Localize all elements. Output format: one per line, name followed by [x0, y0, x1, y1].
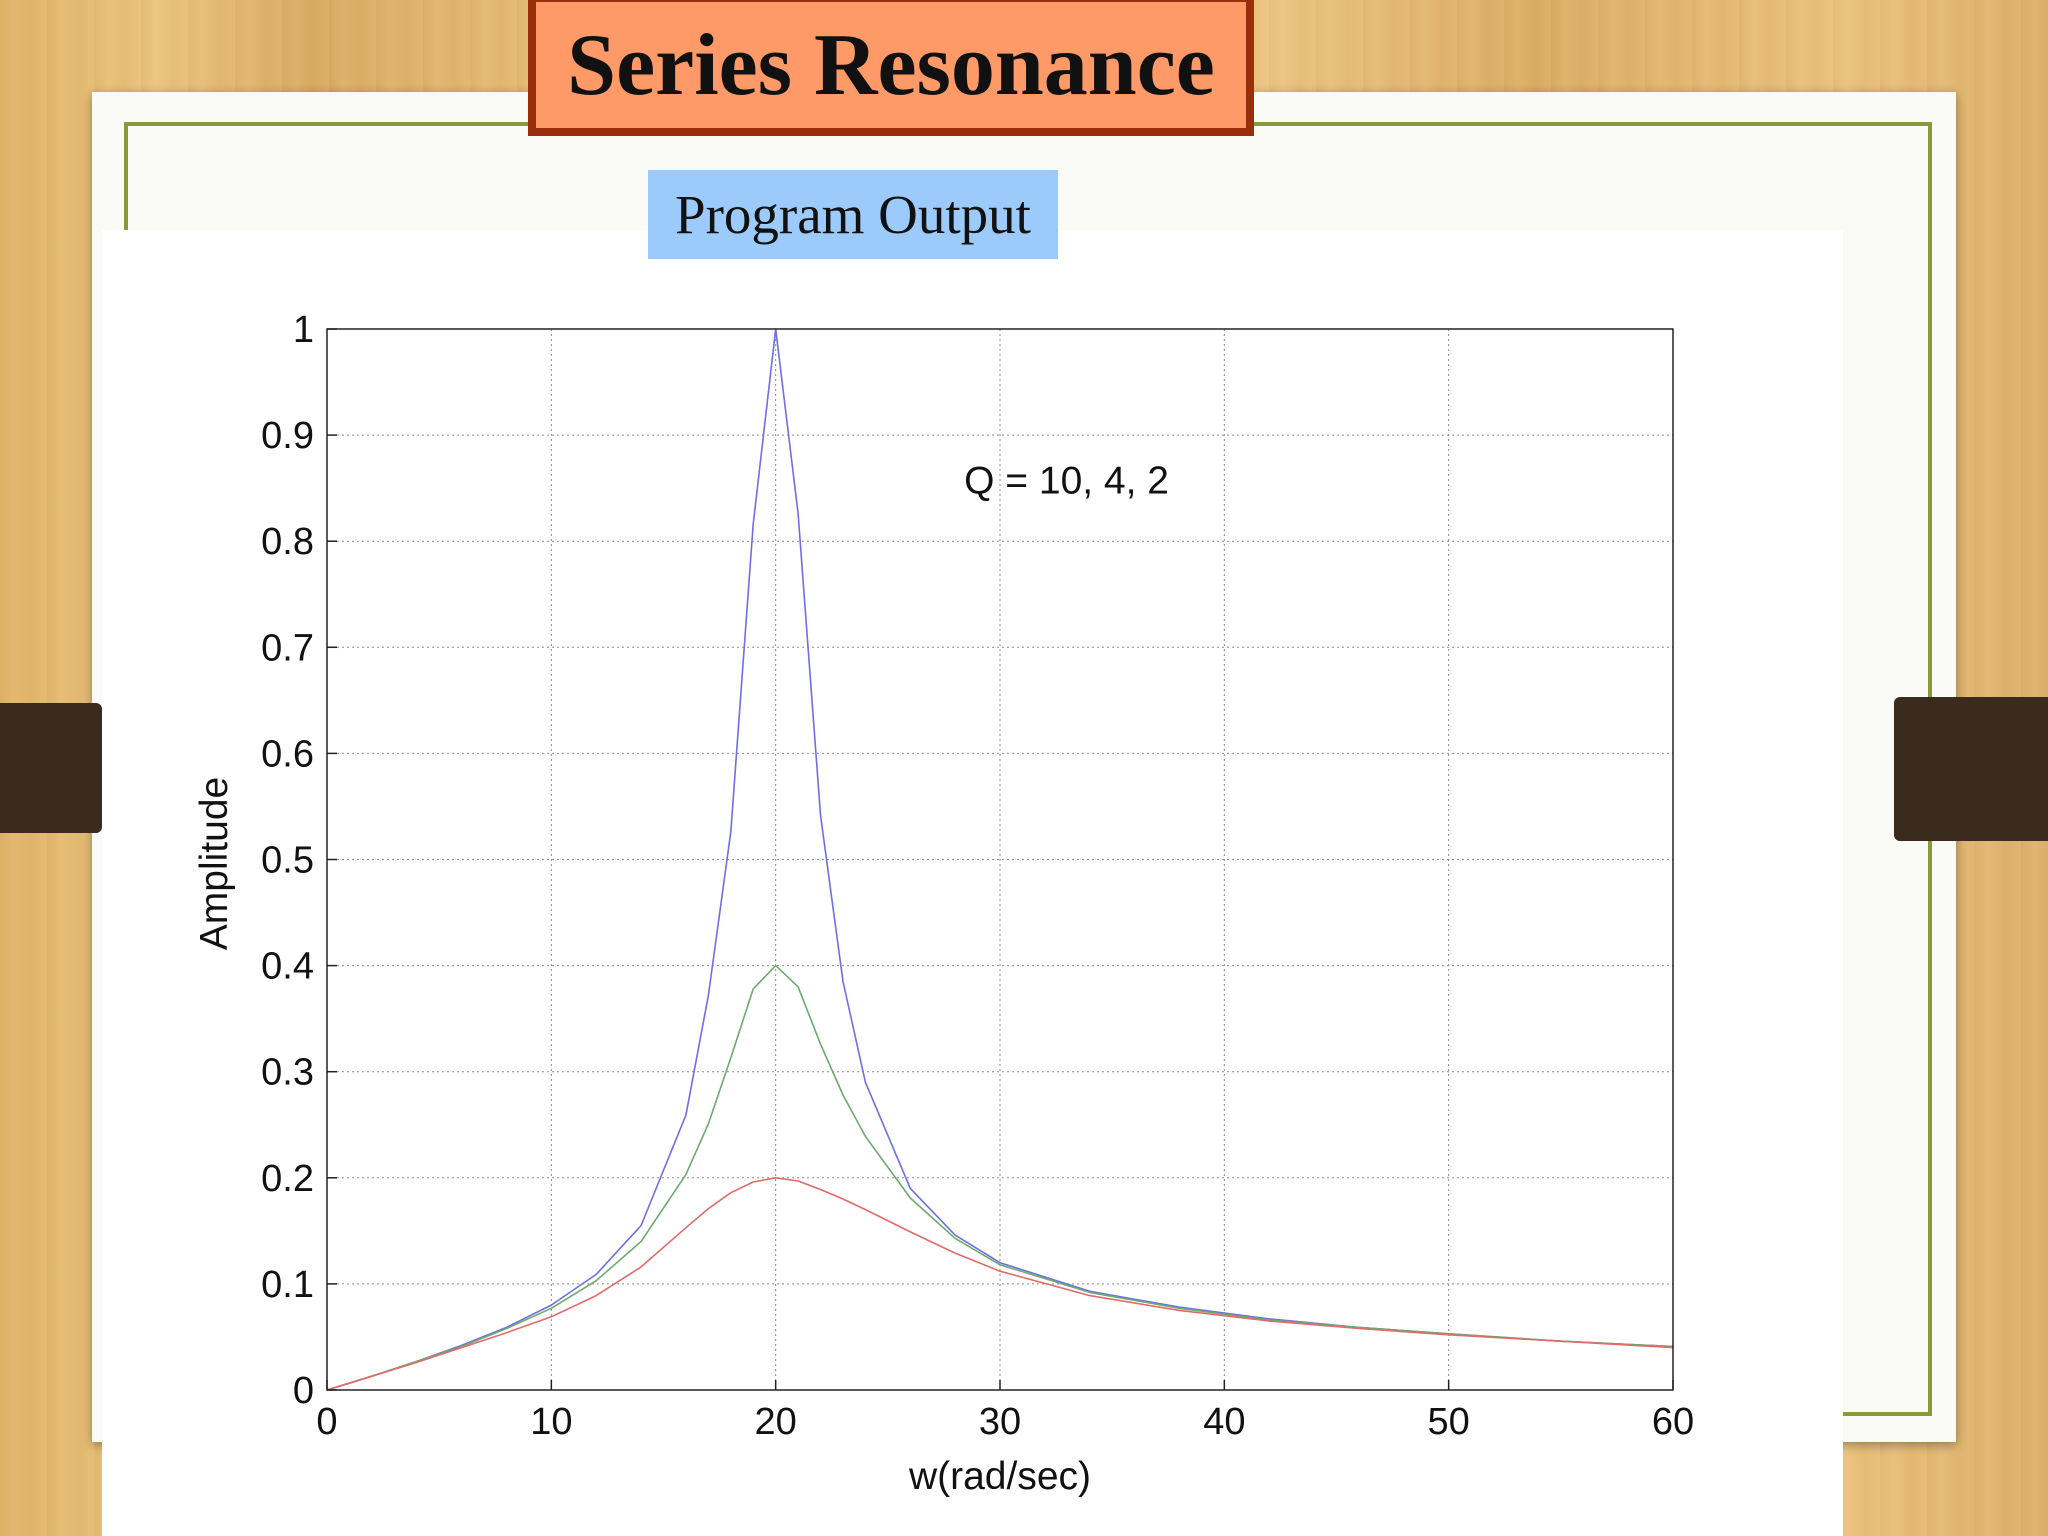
x-tick-label: 60 — [1652, 1401, 1694, 1443]
ticks: 0 10 20 30 40 50 60 0 0.1 0.2 0.3 0.4 0.5 0.6 0.7 0.8 0.… — [261, 309, 1694, 1443]
x-tick-label: 50 — [1428, 1401, 1470, 1443]
x-tick-label: 30 — [979, 1401, 1021, 1443]
title-box: Series Resonance — [528, 0, 1254, 136]
y-tick-label: 1 — [293, 309, 314, 351]
y-tick-label: 0.2 — [261, 1158, 314, 1200]
plot-panel — [102, 230, 1843, 1536]
slide-title: Series Resonance — [567, 16, 1215, 114]
slide-subtitle: Program Output — [675, 184, 1031, 245]
y-tick-label: 0.8 — [261, 521, 314, 563]
y-tick-label: 0.3 — [261, 1052, 314, 1094]
x-axis-label: w(rad/sec) — [908, 1455, 1091, 1498]
y-tick-label: 0.9 — [261, 415, 314, 457]
series-line-1 — [326, 328, 1674, 1391]
y-tick-label: 0.7 — [261, 627, 314, 669]
chart-annotation: Q = 10, 4, 2 — [964, 459, 1169, 502]
y-axis-label: Amplitude — [193, 777, 236, 950]
y-tick-label: 0.5 — [261, 840, 314, 882]
right-strap — [1894, 697, 2048, 841]
grid — [327, 329, 1673, 1390]
x-tick-label: 0 — [316, 1401, 337, 1443]
series-lines — [326, 328, 1674, 1391]
x-tick-label: 10 — [530, 1401, 572, 1443]
left-strap — [0, 703, 102, 833]
y-tick-label: 0.6 — [261, 733, 314, 775]
x-tick-label: 40 — [1203, 1401, 1245, 1443]
series-line-2 — [326, 964, 1674, 1391]
subtitle-box: Program Output — [648, 170, 1058, 259]
series-line-3 — [326, 1177, 1674, 1391]
y-tick-label: 0.1 — [261, 1264, 314, 1306]
y-tick-label: 0.4 — [261, 946, 314, 988]
y-tick-label: 0 — [293, 1370, 314, 1412]
x-tick-label: 20 — [755, 1401, 797, 1443]
